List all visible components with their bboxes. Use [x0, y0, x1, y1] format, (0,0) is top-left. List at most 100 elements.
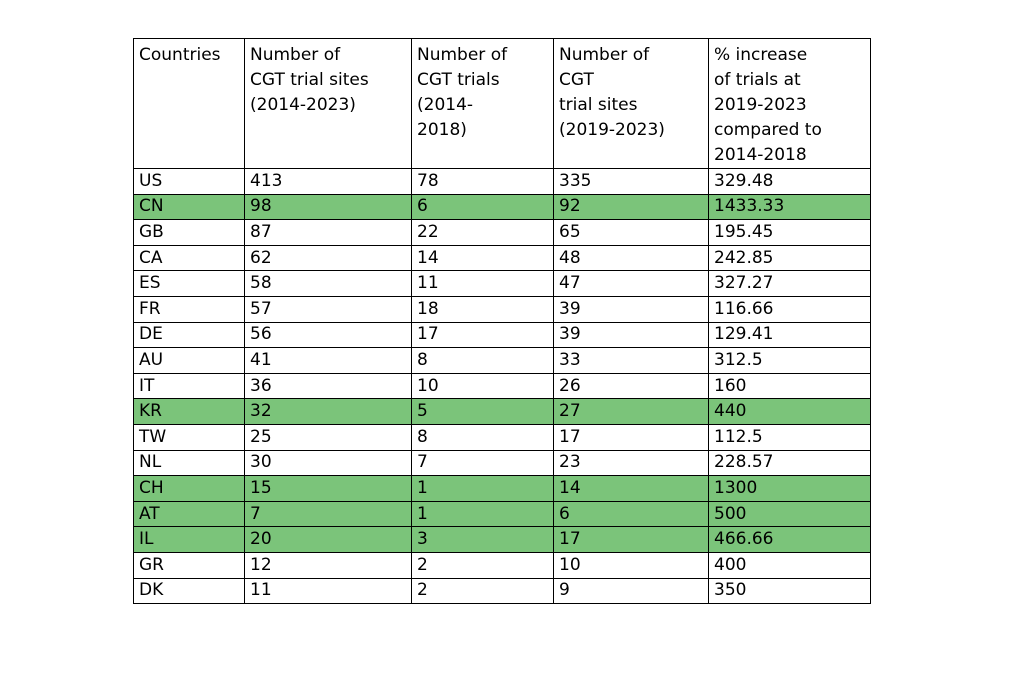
value-cell: 98 — [244, 193, 412, 221]
value-cell: 36 — [244, 372, 412, 400]
header-sites-2019-2023: Number of CGT trial sites (2019-2023) — [553, 38, 709, 169]
value-cell: 5 — [411, 398, 554, 425]
value-cell: 11 — [411, 270, 554, 297]
value-cell: 1 — [411, 500, 554, 528]
table-row: DE 56 17 39 129.41 — [133, 321, 871, 349]
country-cell: DK — [133, 577, 245, 605]
value-cell: 440 — [708, 398, 871, 425]
header-countries: Countries — [133, 38, 245, 169]
value-cell: 7 — [244, 500, 412, 528]
value-cell: 17 — [553, 526, 709, 553]
value-cell: 242.85 — [708, 244, 871, 272]
value-cell: 7 — [411, 449, 554, 477]
value-cell: 195.45 — [708, 219, 871, 246]
value-cell: 23 — [553, 449, 709, 477]
header-sites-2014-2023: Number of CGT trial sites (2014-2023) — [244, 38, 412, 169]
country-cell: US — [133, 168, 245, 195]
value-cell: 312.5 — [708, 347, 871, 374]
value-cell: 58 — [244, 270, 412, 297]
value-cell: 335 — [553, 168, 709, 195]
value-cell: 12 — [244, 551, 412, 579]
value-cell: 1300 — [708, 475, 871, 502]
value-cell: 116.66 — [708, 295, 871, 323]
value-cell: 33 — [553, 347, 709, 374]
country-cell: CH — [133, 475, 245, 502]
value-cell: 466.66 — [708, 526, 871, 553]
value-cell: 87 — [244, 219, 412, 246]
value-cell: 56 — [244, 321, 412, 349]
value-cell: 20 — [244, 526, 412, 553]
header-pct-increase: % increase of trials at 2019-2023 compar… — [708, 38, 871, 169]
value-cell: 48 — [553, 244, 709, 272]
value-cell: 1 — [411, 475, 554, 502]
country-cell: FR — [133, 295, 245, 323]
value-cell: 2 — [411, 577, 554, 605]
value-cell: 57 — [244, 295, 412, 323]
value-cell: 14 — [553, 475, 709, 502]
value-cell: 47 — [553, 270, 709, 297]
value-cell: 10 — [411, 372, 554, 400]
value-cell: 6 — [553, 500, 709, 528]
value-cell: 11 — [244, 577, 412, 605]
value-cell: 39 — [553, 321, 709, 349]
value-cell: 500 — [708, 500, 871, 528]
table-body: US 413 78 335 329.48 CN 98 6 92 1433.33 GB 87 22 65 19… — [133, 168, 871, 605]
value-cell: 413 — [244, 168, 412, 195]
value-cell: 2 — [411, 551, 554, 579]
table-row: US 413 78 335 329.48 — [133, 168, 871, 195]
header-row: Countries Number of CGT trial sites (201… — [133, 38, 871, 169]
cgt-trials-table: Countries Number of CGT trial sites (201… — [133, 38, 871, 605]
table-row: CA 62 14 48 242.85 — [133, 244, 871, 272]
table-row: DK 11 2 9 350 — [133, 577, 871, 605]
value-cell: 129.41 — [708, 321, 871, 349]
table-row: GB 87 22 65 195.45 — [133, 219, 871, 246]
value-cell: 15 — [244, 475, 412, 502]
value-cell: 41 — [244, 347, 412, 374]
country-cell: IL — [133, 526, 245, 553]
value-cell: 62 — [244, 244, 412, 272]
country-cell: KR — [133, 398, 245, 425]
value-cell: 8 — [411, 423, 554, 451]
value-cell: 350 — [708, 577, 871, 605]
country-cell: DE — [133, 321, 245, 349]
value-cell: 329.48 — [708, 168, 871, 195]
country-cell: GR — [133, 551, 245, 579]
value-cell: 9 — [553, 577, 709, 605]
table-row: IL 20 3 17 466.66 — [133, 526, 871, 553]
country-cell: AU — [133, 347, 245, 374]
value-cell: 112.5 — [708, 423, 871, 451]
table-row: CN 98 6 92 1433.33 — [133, 193, 871, 221]
value-cell: 8 — [411, 347, 554, 374]
value-cell: 17 — [553, 423, 709, 451]
table-row: TW 25 8 17 112.5 — [133, 423, 871, 451]
value-cell: 1433.33 — [708, 193, 871, 221]
table-row: GR 12 2 10 400 — [133, 551, 871, 579]
value-cell: 10 — [553, 551, 709, 579]
table-row: FR 57 18 39 116.66 — [133, 295, 871, 323]
value-cell: 14 — [411, 244, 554, 272]
value-cell: 6 — [411, 193, 554, 221]
table-row: AT 7 1 6 500 — [133, 500, 871, 528]
value-cell: 65 — [553, 219, 709, 246]
value-cell: 400 — [708, 551, 871, 579]
country-cell: AT — [133, 500, 245, 528]
value-cell: 39 — [553, 295, 709, 323]
value-cell: 78 — [411, 168, 554, 195]
value-cell: 160 — [708, 372, 871, 400]
value-cell: 3 — [411, 526, 554, 553]
value-cell: 26 — [553, 372, 709, 400]
country-cell: NL — [133, 449, 245, 477]
value-cell: 32 — [244, 398, 412, 425]
table-row: AU 41 8 33 312.5 — [133, 347, 871, 374]
country-cell: CN — [133, 193, 245, 221]
table-row: NL 30 7 23 228.57 — [133, 449, 871, 477]
value-cell: 30 — [244, 449, 412, 477]
country-cell: ES — [133, 270, 245, 297]
country-cell: TW — [133, 423, 245, 451]
table-row: CH 15 1 14 1300 — [133, 475, 871, 502]
table-row: ES 58 11 47 327.27 — [133, 270, 871, 297]
value-cell: 25 — [244, 423, 412, 451]
value-cell: 22 — [411, 219, 554, 246]
value-cell: 27 — [553, 398, 709, 425]
